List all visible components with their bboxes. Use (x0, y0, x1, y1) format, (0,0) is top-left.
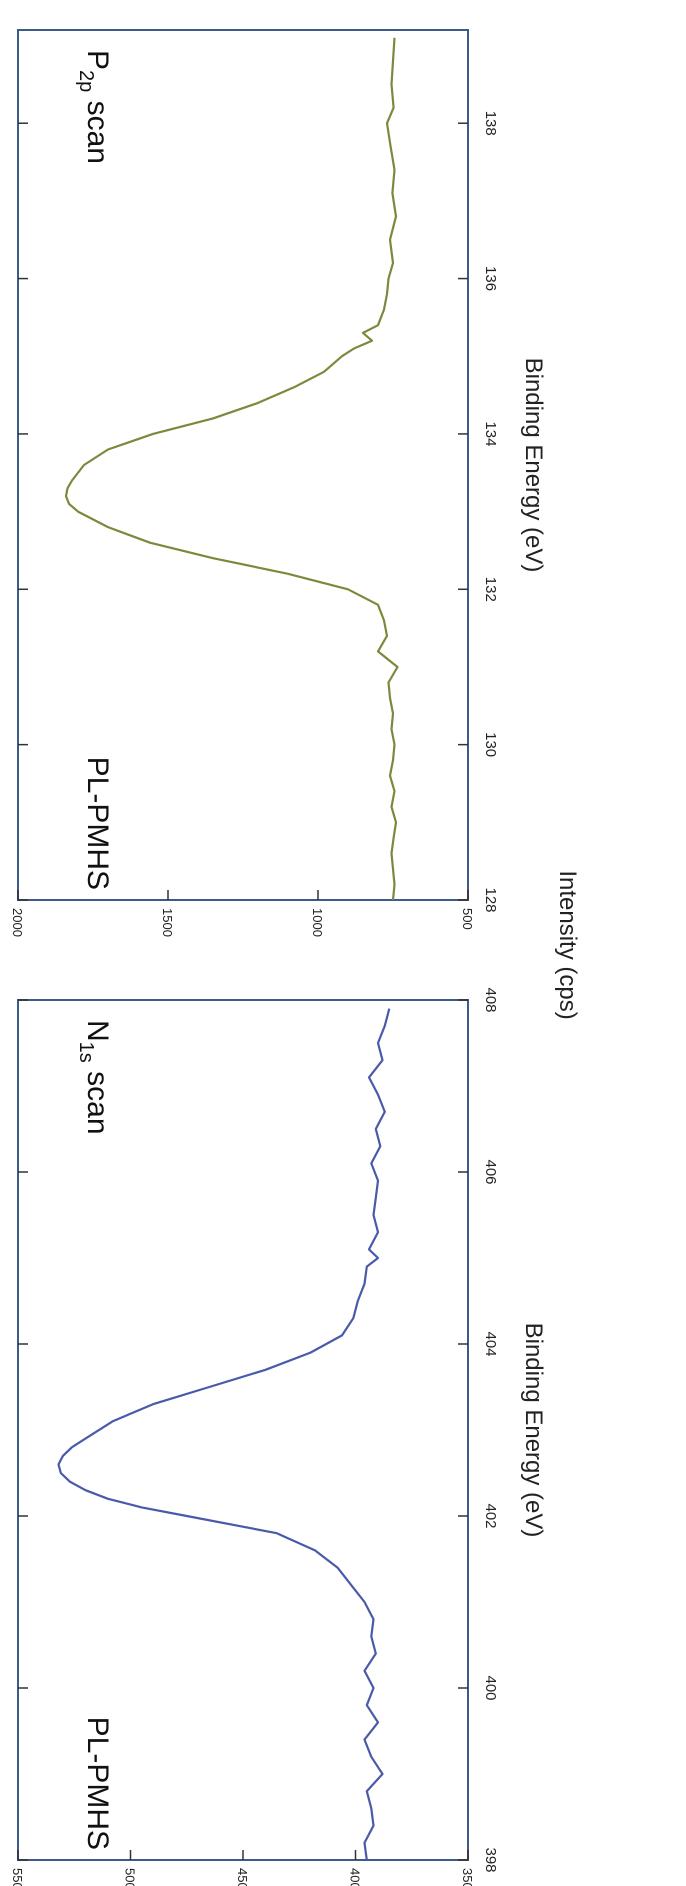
x-tick-label: 402 (482, 1503, 499, 1528)
x-tick-label: 398 (482, 1847, 499, 1872)
y-tick-label: 1500 (160, 908, 175, 937)
scan-label-element: P (81, 50, 114, 70)
y-tick-label: 4500 (235, 1868, 250, 1886)
x-tick-label: 128 (482, 887, 499, 912)
scan-label-suffix: scan (81, 92, 114, 164)
x-tick-label: 138 (482, 111, 499, 136)
y-tick-label: 5000 (123, 1868, 138, 1886)
y-tick-label: 1000 (310, 908, 325, 937)
y-tick-label: 500 (460, 908, 475, 930)
scan-label: P2p scan (75, 50, 114, 164)
x-tick-label: 406 (482, 1159, 499, 1184)
scan-label-subscript: 1s (75, 1042, 97, 1063)
scan-label-element: N (81, 1020, 114, 1042)
sample-label: PL-PMHS (81, 757, 114, 890)
y-axis-label: Intensity (cps) (554, 870, 581, 1019)
scan-label-subscript: 2p (75, 70, 97, 92)
x-tick-label: 400 (482, 1675, 499, 1700)
x-tick-label: 130 (482, 732, 499, 757)
x-tick-label: 404 (482, 1331, 499, 1356)
chart-panel-0: 138 136 134 132 130 128 500 1000 1500 2000 Binding… (10, 29, 547, 937)
x-axis-title: Binding Energy (eV) (520, 1323, 547, 1538)
x-axis-title: Binding Energy (eV) (520, 358, 547, 573)
y-tick-label: 3500 (460, 1868, 475, 1886)
scan-label: N1s scan (75, 1020, 114, 1135)
x-tick-label: 136 (482, 266, 499, 291)
x-tick-label: 134 (482, 421, 499, 446)
y-tick-label: 2000 (10, 908, 25, 937)
plot-frame (17, 29, 469, 901)
series-line-0 (64, 37, 399, 901)
scan-label-suffix: scan (81, 1063, 114, 1135)
sample-label: PL-PMHS (81, 1717, 114, 1850)
x-tick-label: 408 (482, 987, 499, 1012)
y-tick-label: 4000 (348, 1868, 363, 1886)
series-line-0 (57, 1008, 391, 1861)
y-tick-label: 5500 (10, 1868, 25, 1886)
x-tick-label: 132 (482, 577, 499, 602)
chart-panel-1: 408 406 404 402 400 398 3500 4000 4500 5000 5500 Bi… (10, 987, 547, 1886)
